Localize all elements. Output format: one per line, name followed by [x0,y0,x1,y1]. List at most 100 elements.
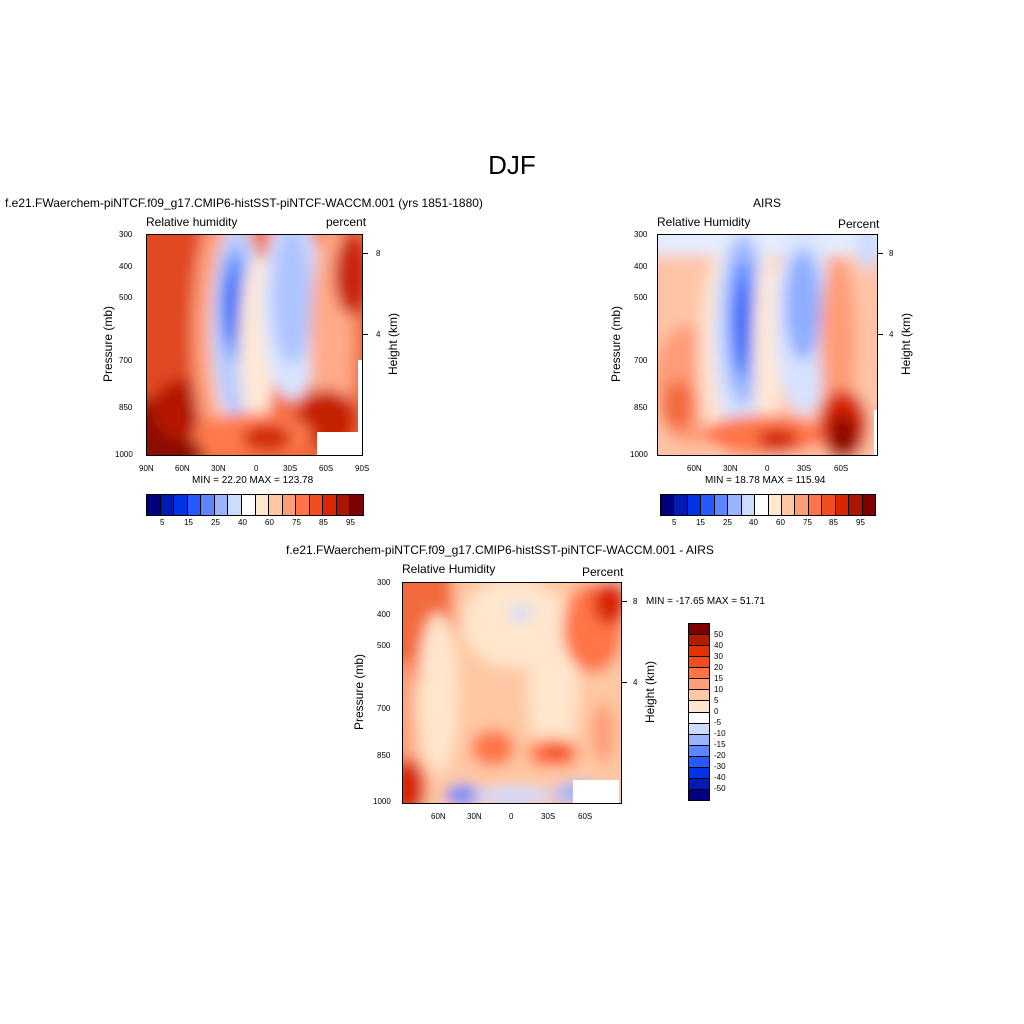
panel2-cbar-label: 75 [803,518,812,527]
panel1-ylabel-right: Height (km) [386,313,400,376]
panel3-title: f.e21.FWaerchem-piNTCF.f09_g17.CMIP6-his… [286,543,714,557]
panel3-cbar-label: -20 [714,751,726,760]
panel3-ylabel: Pressure (mb) [352,654,366,731]
panel2-cbar-label: 60 [776,518,785,527]
panel2-cbar-label: 85 [829,518,838,527]
panel2-ytick-500: 500 [634,293,648,302]
panel3-cbar-label: 10 [714,685,723,694]
panel1-cbar-label: 60 [265,518,274,527]
panel2-cbar-label: 25 [723,518,732,527]
panel1-cbar-label: 85 [319,518,328,527]
panel1-ytick-1000: 1000 [115,450,133,459]
panel1-xtick-90s: 90S [355,464,370,473]
panel3-cbar-label: 30 [714,652,723,661]
panel1-min-max: MIN = 22.20 MAX = 123.78 [192,475,314,486]
panel2-plot-area [657,234,878,456]
panel1-xtick-0: 0 [254,464,259,473]
panel2-units-label: Percent [838,217,880,231]
panel1-plot-area [146,234,363,456]
panel1-contour-field [147,235,362,455]
panel3-xtick-30s: 30S [541,812,556,821]
panel1-height-tickmark [362,253,368,254]
panel3-cbar-label: -15 [714,740,726,749]
panel1-xtick-60n: 60N [175,464,190,473]
panel2-title: AIRS [753,196,782,210]
panel2-cbar-label: 5 [672,518,677,527]
panel3-cbar-label: -5 [714,718,722,727]
panel3-ytick-400: 400 [377,610,391,619]
panel2-cbar-label: 15 [696,518,705,527]
panel1-cbar-label: 25 [211,518,220,527]
panel3-ytick-700: 700 [377,704,391,713]
panel2-ylabel: Pressure (mb) [609,306,623,383]
panel1-cbar-label: 75 [292,518,301,527]
panel2-contour-field [658,235,877,455]
panel3-ytick-500: 500 [377,641,391,650]
panel1-xtick-30s: 30S [283,464,298,473]
panel2-ytick-700: 700 [634,356,648,365]
panel3-units-label: Percent [582,565,624,579]
panel2-ytick-300: 300 [634,230,648,239]
panel2-xtick-30s: 30S [797,464,812,473]
panel1-height-tick-4: 4 [376,330,381,339]
panel2-cbar-label: 95 [856,518,865,527]
panel1-ytick-300: 300 [119,230,133,239]
panel3-min-max: MIN = -17.65 MAX = 51.71 [646,596,765,607]
panel3-variable-label: Relative Humidity [402,562,496,576]
panel2-variable-label: Relative Humidity [657,215,751,229]
panel2-missing-data-edge [874,410,877,455]
panel3-cbar-label: 0 [714,707,719,716]
panel3-ytick-300: 300 [377,578,391,587]
panel3-missing-data [573,780,619,803]
panel2-ytick-400: 400 [634,262,648,271]
panel3-xtick-30n: 30N [467,812,482,821]
panel2-colorbar [660,494,876,516]
panel3-cbar-label: 20 [714,663,723,672]
panel3-height-tickmark [621,601,627,602]
panel1-height-tickmark [362,334,368,335]
panel3-contour-field [403,583,621,803]
panel1-ylabel: Pressure (mb) [101,306,115,383]
panel3-height-tick-4: 4 [633,678,638,687]
panel2-height-tickmark [877,253,883,254]
panel1-cbar-label: 40 [238,518,247,527]
panel3-plot-area [402,582,622,804]
panel1-xtick-30n: 30N [211,464,226,473]
panel3-cbar-label: 15 [714,674,723,683]
panel1-variable-label: Relative humidity [146,215,238,229]
panel3-cbar-label: -10 [714,729,726,738]
panel2-xtick-30n: 30N [723,464,738,473]
panel3-cbar-label: 40 [714,641,723,650]
panel1-title: f.e21.FWaerchem-piNTCF.f09_g17.CMIP6-his… [5,196,483,210]
panel2-xtick-60s: 60S [834,464,849,473]
figure-title: DJF [488,150,536,180]
panel3-xtick-60s: 60S [578,812,593,821]
panel2-height-tick-8: 8 [889,249,894,258]
panel1-missing-data-edge [358,360,362,455]
panel3-height-tickmark [621,682,627,683]
panel1-ytick-850: 850 [119,403,133,412]
panel3-cbar-label: -50 [714,784,726,793]
panel3-xtick-0: 0 [509,812,514,821]
panel2-xtick-60n: 60N [687,464,702,473]
panel3-cbar-label: -40 [714,773,726,782]
panel1-ytick-400: 400 [119,262,133,271]
panel1-cbar-label: 95 [346,518,355,527]
panel3-height-tick-8: 8 [633,597,638,606]
panel2-xtick-0: 0 [765,464,770,473]
panel2-ylabel-right: Height (km) [899,313,913,376]
panel3-ytick-1000: 1000 [373,797,391,806]
panel2-ytick-1000: 1000 [630,450,648,459]
panel1-xtick-60s: 60S [319,464,334,473]
panel3-cbar-label: -30 [714,762,726,771]
panel1-colorbar [146,494,364,516]
panel2-height-tick-4: 4 [889,330,894,339]
panel2-ytick-850: 850 [634,403,648,412]
panel1-height-tick-8: 8 [376,249,381,258]
panel3-ytick-850: 850 [377,751,391,760]
panel2-height-tickmark [877,334,883,335]
panel2-cbar-label: 40 [749,518,758,527]
panel1-xtick-90n: 90N [139,464,154,473]
panel3-cbar-label: 5 [714,696,719,705]
panel2-min-max: MIN = 18.78 MAX = 115.94 [705,475,826,486]
